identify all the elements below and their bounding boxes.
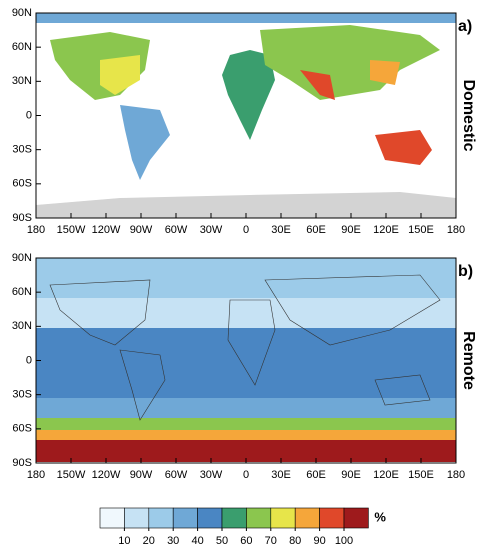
colorbar-tick-label: 100 (335, 535, 353, 547)
x-tick-label: 0 (243, 224, 249, 236)
x-tick-label: 60E (306, 469, 326, 481)
y-tick-label: 90S (12, 212, 32, 224)
colorbar-tick-label: 60 (240, 535, 252, 547)
y-tick-label: 0 (26, 109, 32, 121)
y-tick-label: 60S (12, 423, 32, 435)
panel-title: Remote (460, 331, 477, 390)
x-tick-label: 150E (408, 469, 434, 481)
colorbar-unit: % (374, 509, 386, 524)
y-tick-label: 30S (12, 389, 32, 401)
colorbar-tick-label: 20 (143, 535, 155, 547)
colorbar-box (197, 507, 223, 529)
x-tick-label: 150W (57, 224, 86, 236)
colorbar-box (246, 507, 272, 529)
panel-label: a) (458, 18, 472, 35)
y-tick-label: 60S (12, 178, 32, 190)
x-tick-label: 120W (92, 224, 121, 236)
x-tick-label: 150E (408, 224, 434, 236)
x-tick-label: 60W (165, 224, 188, 236)
colorbar-box (172, 507, 198, 529)
y-tick-label: 60N (12, 286, 32, 298)
colorbar-box (343, 507, 369, 529)
remote-map (36, 258, 456, 462)
x-tick-label: 90E (341, 224, 361, 236)
colorbar-box (99, 507, 125, 529)
x-tick-label: 180 (27, 469, 45, 481)
domestic-map (36, 13, 456, 218)
colorbar-tick-label: 80 (289, 535, 301, 547)
colorbar-box (124, 507, 150, 529)
x-tick-label: 150W (57, 469, 86, 481)
x-tick-label: 180 (447, 469, 465, 481)
colorbar-box (270, 507, 296, 529)
panel-label: b) (458, 263, 473, 280)
y-tick-label: 90N (12, 252, 32, 264)
x-tick-label: 120E (373, 469, 399, 481)
x-tick-label: 0 (243, 469, 249, 481)
y-tick-label: 0 (26, 354, 32, 366)
x-tick-label: 60E (306, 224, 326, 236)
y-tick-label: 60N (12, 41, 32, 53)
x-tick-label: 180 (27, 224, 45, 236)
panel-title: Domestic (460, 79, 477, 151)
colorbar-tick-label: 70 (265, 535, 277, 547)
colorbar-tick-label: 10 (118, 535, 130, 547)
colorbar-box (148, 507, 174, 529)
y-tick-label: 90S (12, 457, 32, 469)
x-tick-label: 90W (130, 224, 153, 236)
colorbar-tick-label: 90 (313, 535, 325, 547)
x-tick-label: 120W (92, 469, 121, 481)
y-tick-label: 30S (12, 144, 32, 156)
colorbar-box (319, 507, 345, 529)
x-tick-label: 90E (341, 469, 361, 481)
x-tick-label: 30W (200, 224, 223, 236)
x-tick-label: 30W (200, 469, 223, 481)
y-tick-label: 30N (12, 75, 32, 87)
x-tick-label: 120E (373, 224, 399, 236)
colorbar-tick-label: 50 (216, 535, 228, 547)
y-tick-label: 30N (12, 320, 32, 332)
y-tick-label: 90N (12, 7, 32, 19)
x-tick-label: 180 (447, 224, 465, 236)
colorbar-box (221, 507, 247, 529)
x-tick-label: 90W (130, 469, 153, 481)
colorbar-box (294, 507, 320, 529)
colorbar-tick-label: 30 (167, 535, 179, 547)
x-tick-label: 60W (165, 469, 188, 481)
x-tick-label: 30E (271, 224, 291, 236)
x-tick-label: 30E (271, 469, 291, 481)
colorbar-tick-label: 40 (191, 535, 203, 547)
